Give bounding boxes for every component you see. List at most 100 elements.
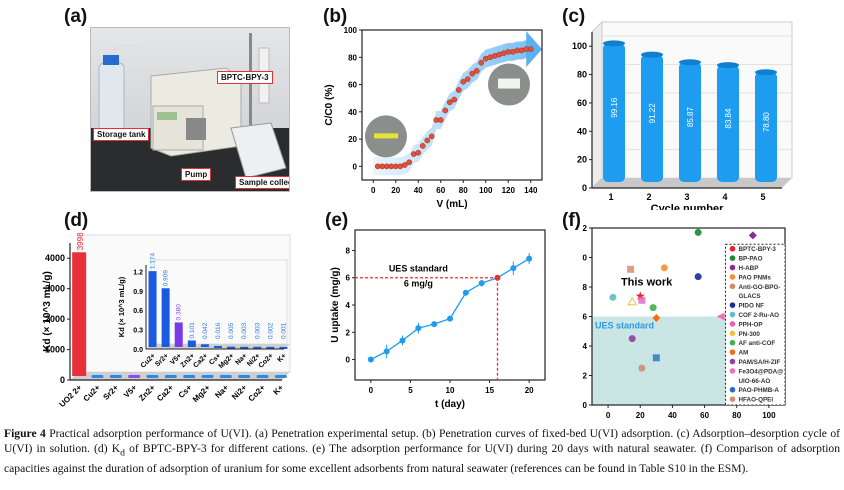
legend-item: Fe3O4@PDA@ (738, 368, 783, 375)
x-tick-label: 2 (646, 192, 651, 202)
x-tick-label: 5 (408, 386, 413, 395)
caption-subscript: d (120, 447, 125, 459)
inset-bar-value-label: 0.003 (241, 322, 248, 339)
inset-bar (240, 346, 249, 349)
y-tick-label: 4 (583, 342, 588, 351)
inset-bar (266, 346, 275, 349)
y-tick-label: 6 (346, 274, 351, 283)
y-tick-label: 8 (583, 283, 588, 292)
y-tick-label: 20 (577, 155, 587, 165)
bar (146, 375, 159, 378)
setup-photo: Storage tank Pump BPTC-BPY-3 Sample coll… (90, 27, 290, 192)
point-pph-op (638, 296, 646, 304)
inset-bar-value-label: 0.380 (176, 304, 183, 321)
data-point (451, 96, 458, 103)
legend-marker (729, 349, 736, 355)
bar-value-label: 91.22 (648, 103, 657, 124)
y-tick-label: 80 (348, 53, 357, 62)
y-tick-label: 2 (346, 328, 351, 337)
legend-item: PAM/SA/H-ZIF (738, 359, 780, 366)
legend-marker (729, 274, 736, 280)
y-tick-label: 8 (346, 246, 351, 255)
y-tick-label: 6 (583, 313, 588, 322)
point-pido-nf (694, 273, 702, 281)
legend-marker (729, 386, 736, 393)
panel-label-d: (d) (64, 210, 89, 231)
data-point (462, 289, 469, 296)
y-tick-label: 0 (583, 401, 588, 410)
y-tick-label: 100 (572, 41, 587, 51)
x-axis-label: t (day) (435, 399, 465, 410)
legend-item: PIDO NF (738, 303, 764, 310)
point-fe3o4-pda-uio-66-ao (716, 312, 725, 321)
inset-bar (253, 346, 262, 349)
x-axis-label: V (mL) (436, 199, 467, 210)
legend-marker (729, 283, 736, 290)
bar-top (716, 62, 740, 69)
y-tick-label: 40 (577, 126, 587, 136)
bar-value-label: 99.16 (610, 97, 619, 118)
ues-label-1: UES standard (389, 264, 448, 274)
x-tick-label: 80 (459, 186, 468, 195)
inset-bar-value-label: 0.101 (189, 322, 196, 339)
data-point (469, 70, 476, 77)
point-bp-pao (694, 228, 702, 236)
data-point (526, 255, 533, 262)
legend-item: PPH-OP (738, 321, 762, 328)
trend-arrow-head (526, 31, 542, 68)
inset-bar-value-label: 0.003 (254, 322, 261, 339)
bar (183, 375, 196, 378)
bar-top (602, 40, 626, 47)
data-point (383, 348, 390, 355)
legend-marker (729, 264, 736, 271)
data-point (478, 280, 485, 287)
y-tick-label: 20 (348, 135, 357, 144)
y-axis-label: C/C0 (%) (324, 84, 335, 125)
bar (238, 375, 251, 378)
x-tick-label: UO2 2+ (58, 383, 84, 409)
x-tick-label: 100 (479, 186, 493, 195)
caption-text-1: Practical adsorption performance of U(VI… (4, 427, 840, 456)
inset-bar (174, 322, 183, 347)
plot-frame (354, 229, 546, 381)
plot-frame (361, 29, 543, 181)
legend-marker (729, 302, 736, 308)
y-tick-label: 0 (346, 356, 351, 365)
legend-item: AM (738, 350, 748, 357)
sample-rack (230, 122, 287, 179)
bar (219, 375, 232, 378)
y-tick-label: 2 (583, 225, 588, 233)
caption-text-2: of BPTC-BPY-3 for different cations. (e)… (4, 442, 841, 475)
bar-top (678, 59, 702, 66)
bar (716, 65, 740, 182)
point-hfao-qpei (638, 364, 646, 372)
ues-label-2: 6 mg/g (404, 279, 433, 289)
x-tick-label: Co2+ (247, 383, 268, 404)
x-tick-label: 20 (525, 386, 534, 395)
legend-item: PAO-PHMB-A (738, 387, 779, 394)
floor (70, 372, 290, 380)
y-tick-label: 60 (348, 81, 357, 90)
y-tick-label: 100 (344, 26, 358, 35)
x-tick-label: V5+ (122, 383, 139, 400)
bar (164, 375, 177, 378)
x-tick-label: Mg2+ (191, 383, 212, 404)
inset-bar-value-label: 0.042 (202, 322, 209, 339)
tag-storage-tank: Storage tank (93, 128, 150, 141)
x-tick-label: 120 (502, 186, 516, 195)
this-work-label: This work (621, 277, 673, 289)
x-tick-label: Ca2+ (155, 383, 175, 403)
y-tick-label: 0 (353, 162, 358, 171)
inset-white-band (498, 78, 520, 89)
y-tick-label: 2000 (45, 314, 65, 324)
legend-item: HFAO-QPEI (738, 397, 773, 404)
panel-label-e: (e) (325, 210, 349, 231)
data-point (442, 107, 449, 114)
data-point (447, 315, 453, 322)
inset-bar-value-label: 0.001 (280, 322, 287, 339)
legend-item: GLACS (738, 293, 760, 300)
x-tick-label: Sr2+ (101, 383, 120, 402)
point-h-abp (748, 231, 757, 240)
x-tick-label: 10 (446, 386, 455, 395)
bar-value-label: 85.87 (686, 107, 695, 128)
